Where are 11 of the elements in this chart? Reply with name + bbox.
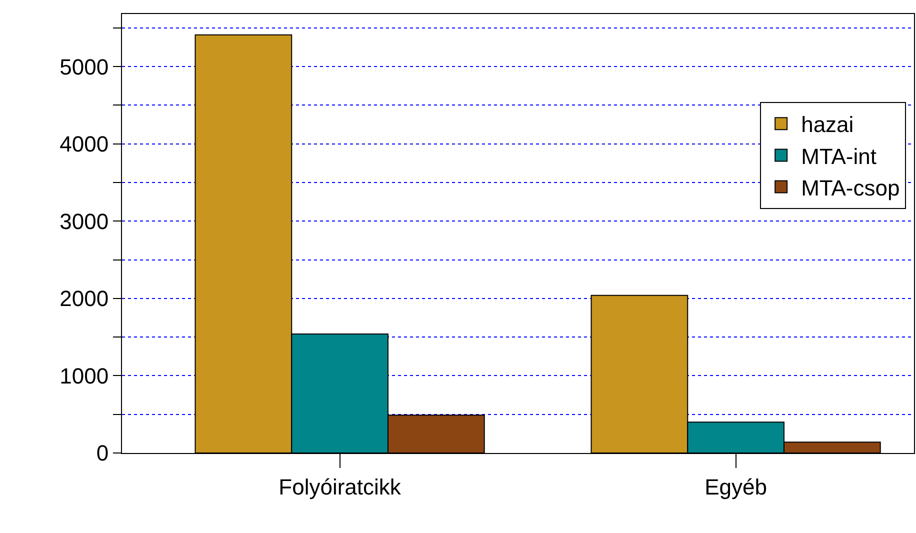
legend-label: hazai [801, 112, 854, 138]
y-tick-label: 5000 [60, 54, 109, 80]
y-tick-label: 4000 [60, 132, 109, 157]
legend-label: MTA-csop [801, 175, 900, 200]
x-tick-label: Egyéb [704, 474, 767, 500]
y-tick-label: 0 [96, 440, 109, 466]
y-tick-label: 1000 [60, 363, 109, 388]
legend-label: MTA-int [801, 144, 876, 169]
y-tick-label: 2000 [60, 286, 109, 312]
x-tick-label: Folyóiratcikk [278, 474, 402, 500]
y-tick-label: 3000 [60, 208, 109, 234]
